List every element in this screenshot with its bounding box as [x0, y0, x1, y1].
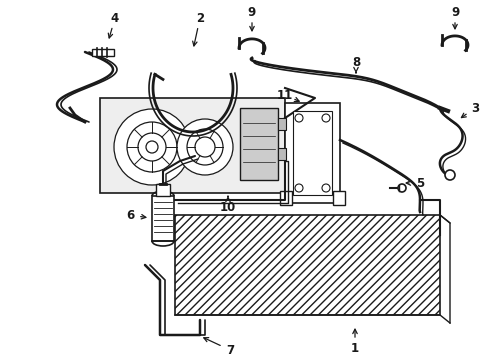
Bar: [285, 103, 339, 203]
Circle shape: [127, 122, 177, 172]
Text: 6: 6: [125, 208, 134, 221]
Circle shape: [321, 184, 329, 192]
Circle shape: [114, 109, 190, 185]
Bar: [278, 148, 285, 160]
Circle shape: [195, 137, 215, 157]
Circle shape: [397, 184, 405, 192]
Circle shape: [177, 119, 232, 175]
Bar: [152, 196, 174, 241]
Text: 2: 2: [196, 12, 203, 24]
Text: 8: 8: [351, 55, 359, 68]
Circle shape: [321, 114, 329, 122]
Text: 10: 10: [220, 201, 236, 213]
Text: 9: 9: [450, 5, 458, 18]
Circle shape: [444, 170, 454, 180]
Circle shape: [146, 141, 158, 153]
Bar: [156, 184, 170, 196]
Circle shape: [294, 184, 303, 192]
Bar: [292, 111, 331, 195]
Text: 1: 1: [350, 342, 358, 355]
Bar: [278, 118, 285, 130]
Bar: [240, 108, 278, 180]
Text: 7: 7: [225, 343, 234, 356]
Circle shape: [186, 129, 223, 165]
Bar: [175, 215, 439, 315]
Text: 11: 11: [276, 89, 292, 102]
Circle shape: [294, 114, 303, 122]
Circle shape: [138, 133, 165, 161]
Bar: [92, 49, 114, 56]
Bar: [280, 191, 291, 205]
Bar: [175, 215, 439, 315]
Bar: [100, 98, 285, 193]
Text: 4: 4: [111, 12, 119, 24]
Bar: [332, 191, 345, 205]
Text: 5: 5: [415, 176, 423, 189]
Text: 3: 3: [470, 102, 478, 114]
Text: 9: 9: [247, 5, 256, 18]
